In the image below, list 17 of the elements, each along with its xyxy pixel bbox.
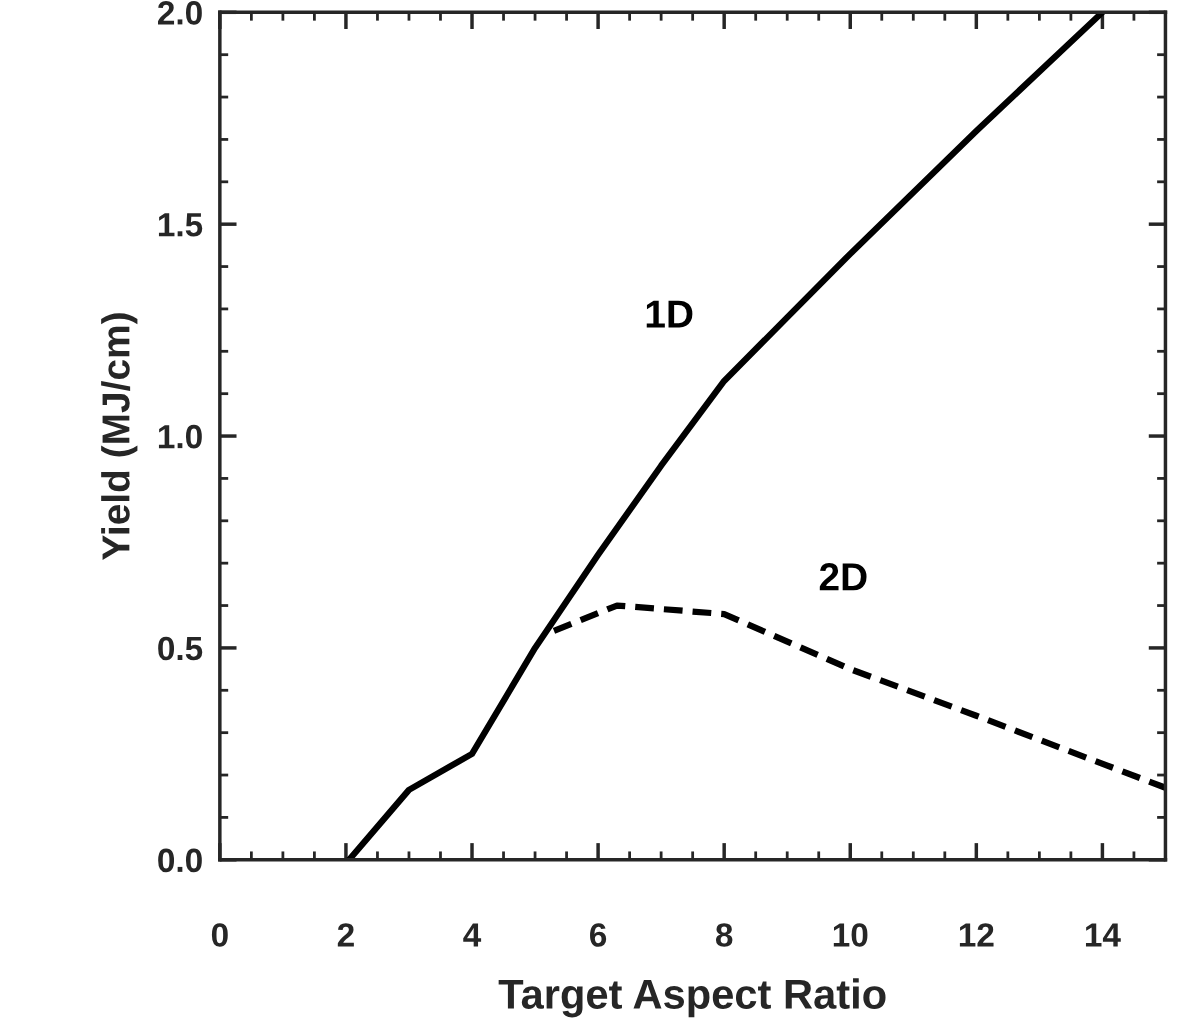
series-label: 2D <box>819 563 867 591</box>
y-tick-label: 2.0 <box>158 1 202 25</box>
x-tick-label: 4 <box>463 923 482 947</box>
x-tick-label: 8 <box>715 923 733 947</box>
x-axis-title: Target Aspect Ratio <box>498 978 886 1018</box>
x-tick-label: 0 <box>211 923 228 947</box>
y-tick-label: 1.0 <box>158 424 202 449</box>
x-tick-label: 10 <box>833 923 868 947</box>
x-tick-label: 6 <box>590 923 607 947</box>
x-tick-label: 12 <box>959 923 994 947</box>
y-axis-title: Yield (MJ/cm) <box>101 313 138 560</box>
y-tick-label: 1.5 <box>158 213 203 237</box>
y-tick-label: 0.5 <box>158 636 203 661</box>
x-tick-label: 14 <box>1085 923 1121 947</box>
series-label: 1D <box>646 300 693 328</box>
x-tick-label: 2 <box>337 923 354 947</box>
y-tick-label: 0.0 <box>158 848 202 873</box>
